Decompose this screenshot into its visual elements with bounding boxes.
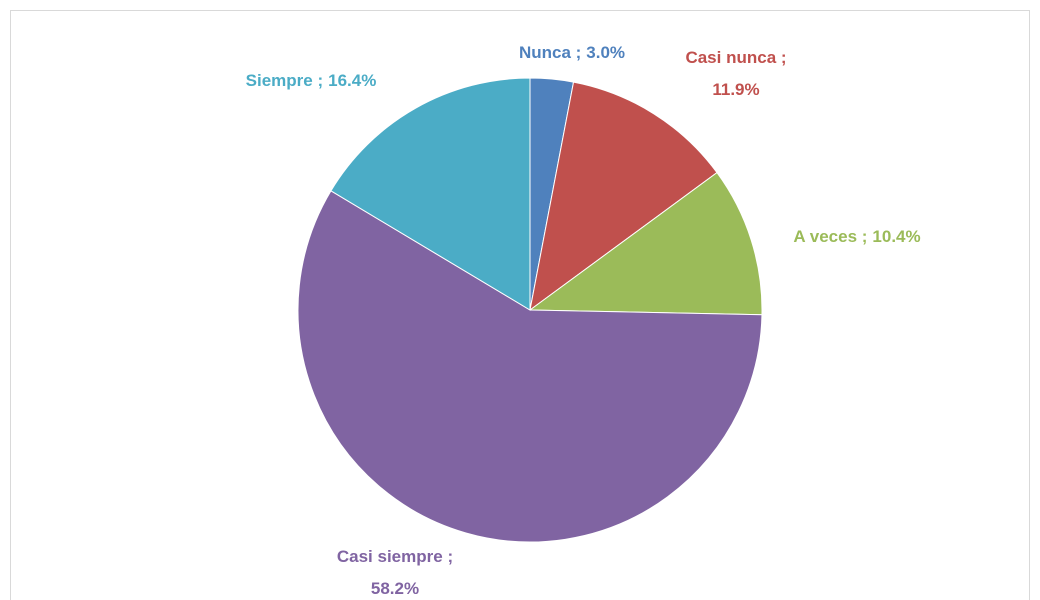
label-value: 3.0% xyxy=(586,43,625,62)
label-category: Casi nunca xyxy=(685,48,776,67)
label-separator: ; xyxy=(443,547,453,566)
data-label: Nunca ; 3.0% xyxy=(519,43,625,62)
label-category: Nunca xyxy=(519,43,572,62)
data-label: Casi nunca ; 11.9% xyxy=(685,48,786,99)
data-label: Casi siempre ; 58.2% xyxy=(337,547,453,598)
data-label: Siempre ; 16.4% xyxy=(246,71,377,90)
data-label: A veces ; 10.4% xyxy=(793,227,920,246)
pie-slice xyxy=(529,81,718,312)
pie-slice xyxy=(297,190,763,543)
label-value: 10.4% xyxy=(872,227,920,246)
label-separator: ; xyxy=(776,48,786,67)
pie-slice xyxy=(330,77,531,311)
pie-slice xyxy=(528,171,763,316)
label-value: 16.4% xyxy=(328,71,376,90)
label-category: A veces xyxy=(793,227,857,246)
label-separator: ; xyxy=(571,43,581,62)
label-separator: ; xyxy=(313,71,323,90)
label-value: 11.9% xyxy=(712,80,759,99)
label-category: Siempre xyxy=(246,71,313,90)
label-category: Casi siempre xyxy=(337,547,443,566)
label-separator: ; xyxy=(857,227,867,246)
label-value: 58.2% xyxy=(371,579,419,598)
